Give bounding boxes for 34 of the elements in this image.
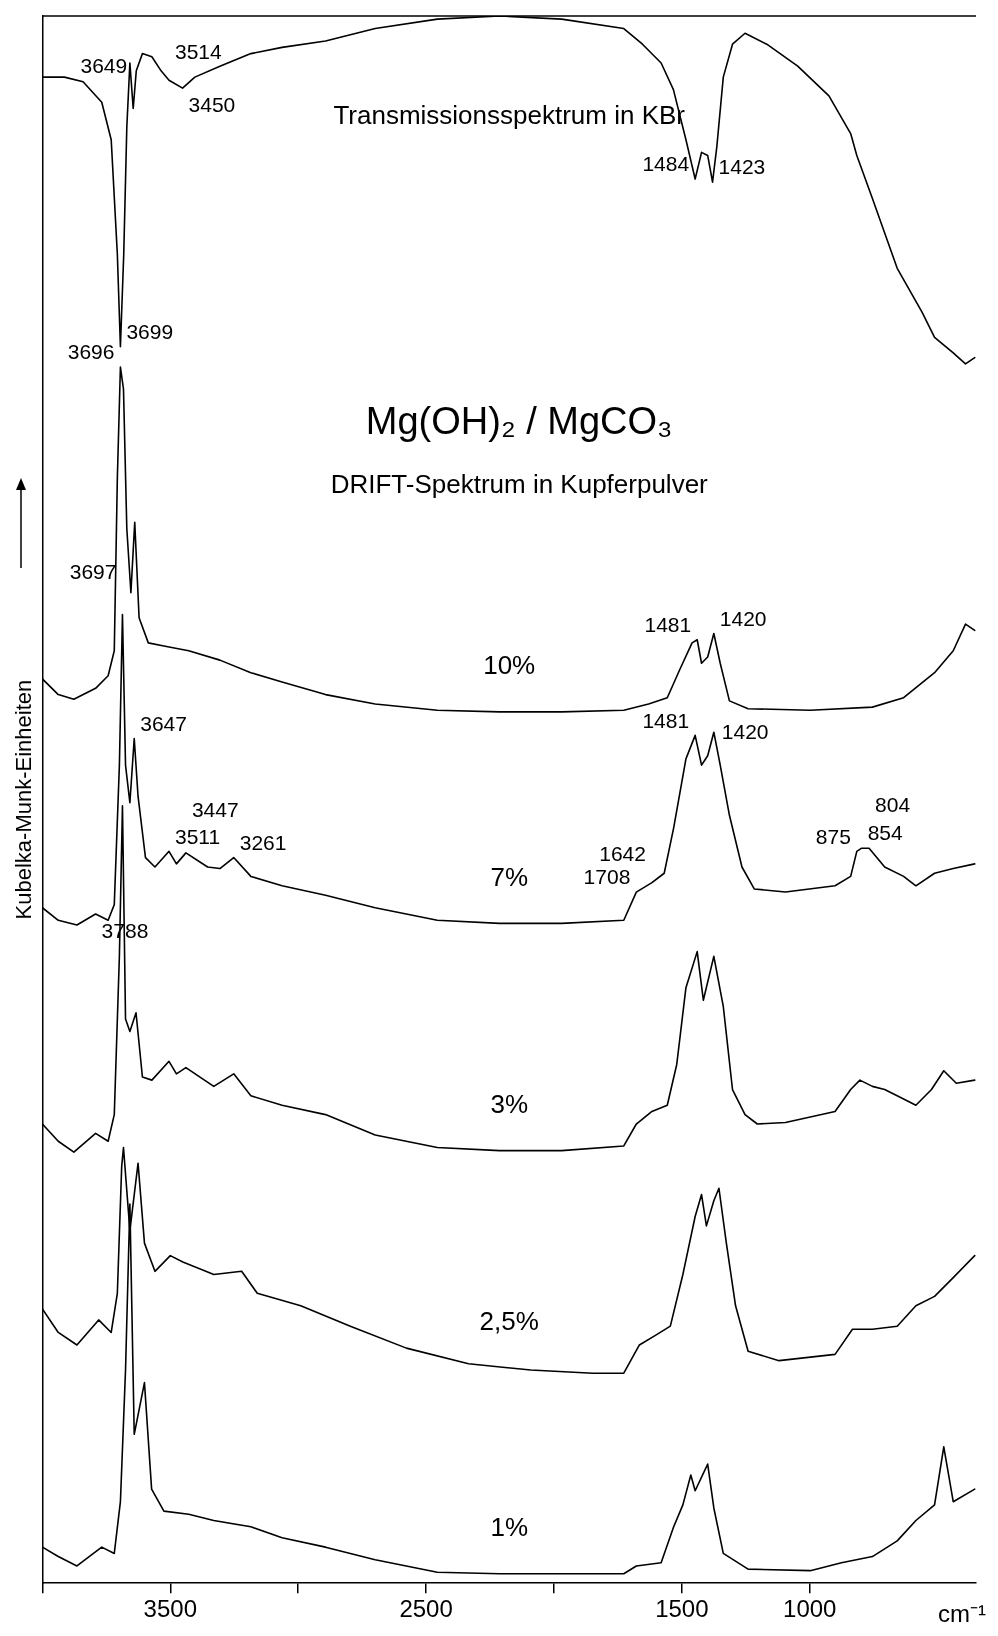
series-label: 10% [483,650,536,681]
annotation: 3447 [191,798,239,822]
annotation: 3450 [188,93,236,117]
annotation: 1420 [721,719,769,743]
annotation: 1423 [718,155,766,179]
x-tick-label: 1000 [783,1595,837,1623]
annotation: 1484 [642,152,690,176]
annotation: 1481 [642,708,690,732]
series-label: 7% [490,861,528,892]
annotation: 3697 [69,559,117,583]
annotation: 3514 [175,39,223,63]
annotation: 3649 [80,53,128,77]
annotation: 854 [867,821,904,845]
annotation: 804 [875,793,911,817]
text: Mg(OH)₂ / MgCO₃ [365,399,673,442]
x-tick-label: 1500 [655,1595,709,1623]
series-label: 3% [490,1088,528,1119]
x-tick-label: 2500 [399,1595,453,1623]
x-tick-label: 3500 [143,1595,197,1623]
text: DRIFT-Spektrum in Kupferpulver [330,469,709,500]
series-label: 2,5% [479,1306,539,1337]
annotation: 1642 [599,841,646,865]
annotation: 1420 [719,606,767,630]
annotation: 3261 [239,830,287,854]
y-axis-title: Kubelka-Munk-Einheiten [11,679,37,920]
series-label: 1% [490,1511,528,1542]
annotation: 3699 [126,319,174,343]
annotation: 3696 [67,340,115,364]
x-axis-title: cm⁻¹ [938,1599,987,1627]
annotation: 1481 [644,613,692,637]
annotation: 875 [815,824,851,848]
annotation: 3647 [140,711,187,735]
annotation: 1708 [583,865,631,889]
annotation: 3511 [175,824,221,848]
